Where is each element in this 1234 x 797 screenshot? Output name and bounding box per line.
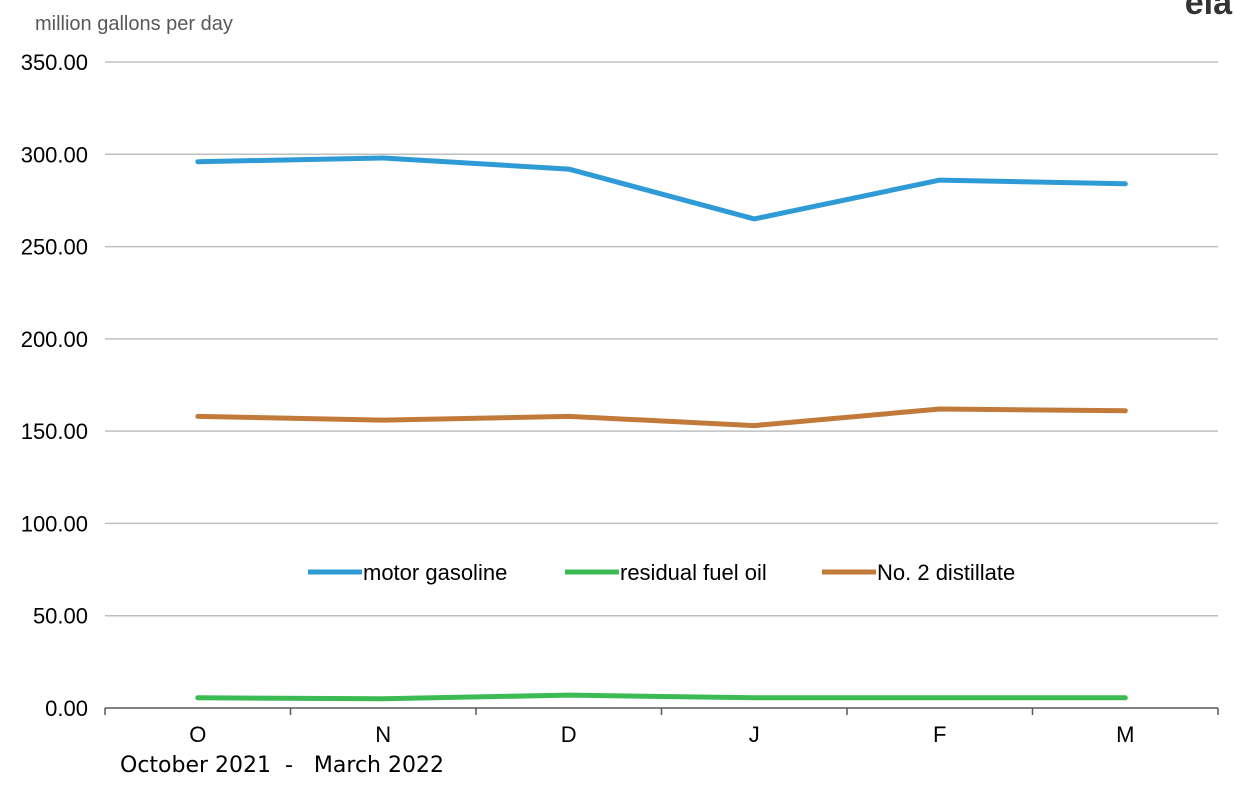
legend-label: motor gasoline — [363, 560, 507, 585]
date-range-footnote: October 2021 - March 2022 — [120, 753, 444, 778]
series-line-1 — [195, 692, 1128, 702]
legend-label: residual fuel oil — [620, 560, 767, 585]
x-tick-label: N — [375, 722, 391, 747]
eia-logo: eia — [1185, 0, 1233, 22]
x-tick-label: O — [189, 722, 206, 747]
series-line-0 — [195, 155, 1128, 222]
y-tick-label: 100.00 — [21, 511, 88, 536]
y-tick-label: 250.00 — [21, 235, 88, 260]
x-tick-label: M — [1116, 722, 1134, 747]
x-tick-label: F — [933, 722, 946, 747]
gridlines — [105, 61, 1218, 617]
y-tick-label: 350.00 — [21, 50, 88, 75]
x-tick-label: D — [561, 722, 577, 747]
y-tick-label: 200.00 — [21, 327, 88, 352]
y-axis-ticks: 0.00 50.00 100.00 150.00 200.00 250.00 300.00 3… — [21, 50, 88, 721]
y-tick-label: 0.00 — [45, 696, 88, 721]
series-line-2 — [195, 406, 1128, 429]
x-tick-label: J — [749, 722, 760, 747]
legend-label: No. 2 distillate — [877, 560, 1015, 585]
series-lines — [195, 155, 1128, 702]
y-tick-label: 50.00 — [33, 604, 88, 629]
y-tick-label: 300.00 — [21, 142, 88, 167]
y-axis-unit-label: million gallons per day — [35, 13, 233, 35]
y-tick-label: 150.00 — [21, 419, 88, 444]
legend: motor gasoline residual fuel oil No. 2 dis… — [308, 560, 1015, 585]
